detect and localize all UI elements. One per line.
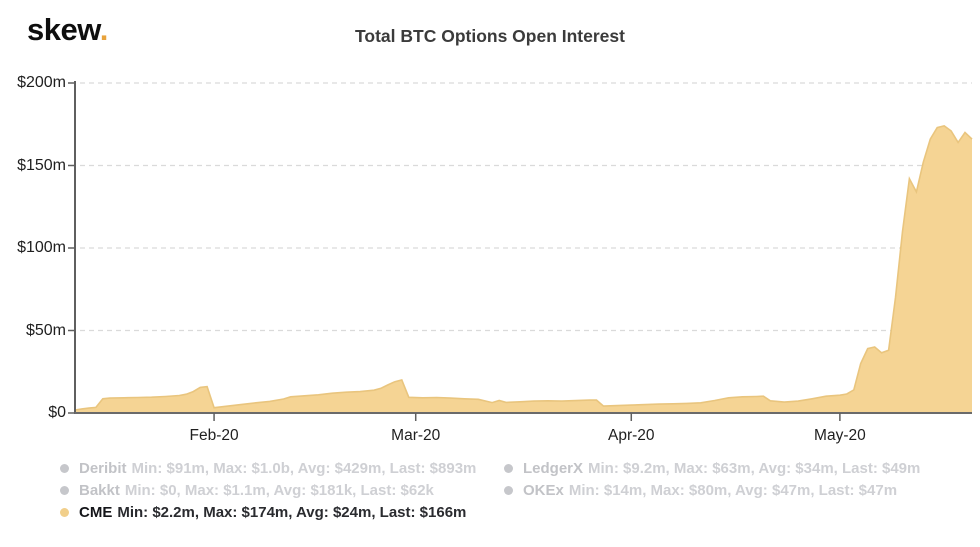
bakkt-series-dot-icon bbox=[60, 485, 69, 495]
legend-item-okex[interactable]: OKEx Min: $14m, Max: $80m, Avg: $47m, La… bbox=[496, 479, 920, 501]
deribit-series-dot-icon bbox=[60, 463, 69, 473]
x-axis-tick-label: May-20 bbox=[814, 427, 866, 444]
cme-area-top-line bbox=[74, 125, 973, 411]
y-axis-tick-label: $200m bbox=[17, 74, 66, 91]
legend-item-deribit[interactable]: Deribit Min: $91m, Max: $1.0b, Avg: $429… bbox=[52, 457, 476, 479]
x-axis-tick-label: Feb-20 bbox=[189, 427, 239, 444]
legend-series-stats: Min: $91m, Max: $1.0b, Avg: $429m, Last:… bbox=[131, 459, 477, 477]
legend-series-name: CME bbox=[79, 503, 113, 521]
ledgerx-series-dot-icon bbox=[504, 463, 513, 473]
cme-area-series bbox=[75, 125, 972, 414]
chart-title: Total BTC Options Open Interest bbox=[355, 26, 625, 46]
legend-series-name: Deribit bbox=[79, 459, 127, 477]
okex-series-dot-icon bbox=[504, 485, 513, 495]
y-axis-tick-label: $150m bbox=[17, 156, 66, 174]
legend-series-name: Bakkt bbox=[79, 481, 120, 499]
legend-series-stats: Min: $14m, Max: $80m, Avg: $47m, Last: $… bbox=[568, 481, 898, 499]
skew-logo: skew. bbox=[27, 12, 108, 48]
skew-logo-dot: . bbox=[99, 12, 109, 47]
legend-item-ledgerx[interactable]: LedgerX Min: $9.2m, Max: $63m, Avg: $34m… bbox=[496, 457, 920, 479]
legend-series-stats: Min: $0, Max: $1.1m, Avg: $181k, Last: $… bbox=[124, 481, 434, 499]
legend-series-stats: Min: $2.2m, Max: $174m, Avg: $24m, Last:… bbox=[117, 503, 467, 521]
legend-column-left: Deribit Min: $91m, Max: $1.0b, Avg: $429… bbox=[52, 457, 476, 523]
legend-series-stats: Min: $9.2m, Max: $63m, Avg: $34m, Last: … bbox=[588, 459, 921, 477]
y-axis-tick-label: $50m bbox=[25, 321, 66, 339]
legend-item-bakkt[interactable]: Bakkt Min: $0, Max: $1.1m, Avg: $181k, L… bbox=[52, 479, 476, 501]
y-axis-tick-label: $0 bbox=[48, 404, 66, 421]
y-axis-tick-label: $100m bbox=[17, 239, 66, 256]
x-axis-tick-label: Mar-20 bbox=[391, 427, 441, 444]
cme-series-dot-icon bbox=[60, 507, 69, 517]
skew-logo-text: skew bbox=[27, 12, 100, 47]
legend-item-cme[interactable]: CME Min: $2.2m, Max: $174m, Avg: $24m, L… bbox=[52, 501, 476, 523]
legend-column-right: LedgerX Min: $9.2m, Max: $63m, Avg: $34m… bbox=[496, 457, 920, 501]
x-axis-tick-label: Apr-20 bbox=[608, 427, 655, 444]
legend-series-name: LedgerX bbox=[523, 459, 584, 477]
legend-series-name: OKEx bbox=[523, 481, 564, 499]
